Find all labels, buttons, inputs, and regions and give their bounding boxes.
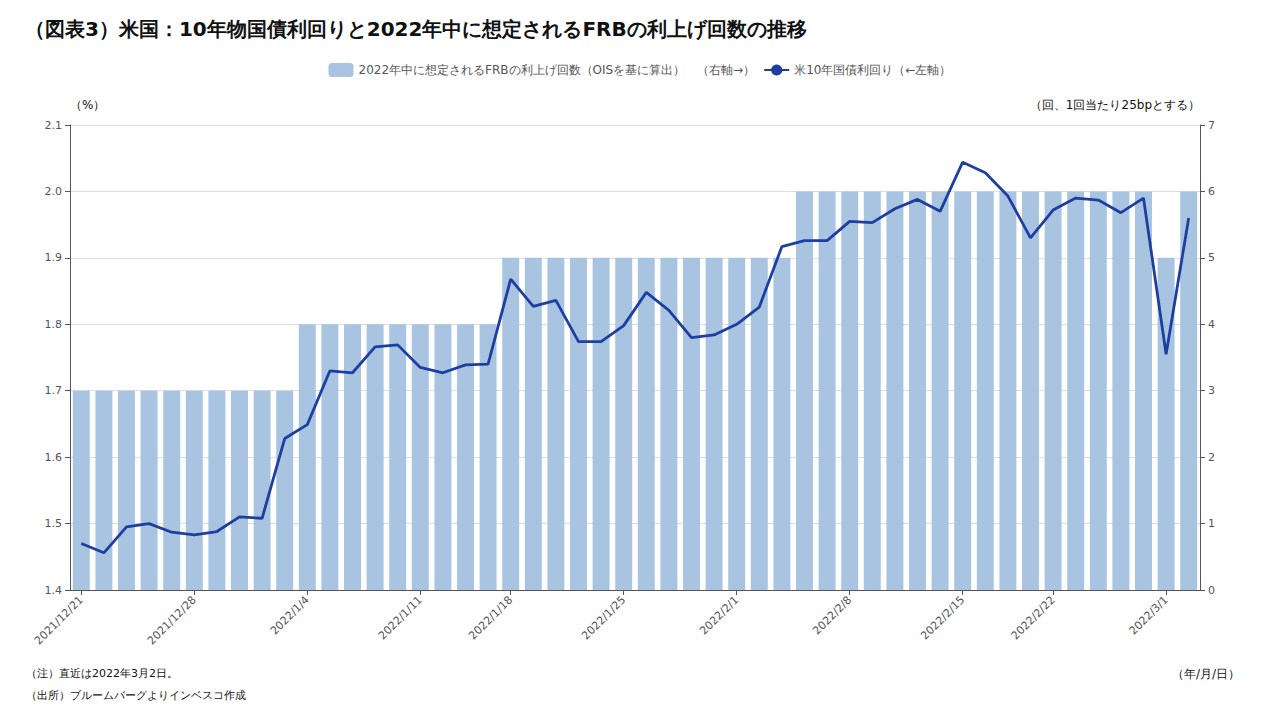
svg-text:2022/3/1: 2022/3/1 xyxy=(1127,593,1171,637)
svg-text:2022年中に想定されるFRBの利上げ回数（OISを基に算出: 2022年中に想定されるFRBの利上げ回数（OISを基に算出） （右軸→） xyxy=(359,63,756,77)
svg-text:1.8: 1.8 xyxy=(45,318,63,331)
svg-text:1.4: 1.4 xyxy=(45,584,63,597)
svg-text:（%）: （%） xyxy=(70,98,105,112)
svg-text:2: 2 xyxy=(1208,451,1215,464)
svg-text:2022/2/1: 2022/2/1 xyxy=(697,593,741,637)
svg-text:2022/2/15: 2022/2/15 xyxy=(918,593,967,642)
svg-text:2021/12/21: 2021/12/21 xyxy=(32,593,86,647)
svg-text:（年/月/日）: （年/月/日） xyxy=(1172,667,1240,681)
svg-text:2022/2/22: 2022/2/22 xyxy=(1009,593,1058,642)
svg-text:米10年国債利回り（←左軸）: 米10年国債利回り（←左軸） xyxy=(794,63,951,77)
svg-text:2.1: 2.1 xyxy=(45,119,63,132)
svg-text:1.7: 1.7 xyxy=(45,384,63,397)
svg-text:（回、1回当たり25bpとする）: （回、1回当たり25bpとする） xyxy=(1030,98,1200,112)
svg-text:2022/1/18: 2022/1/18 xyxy=(466,593,515,642)
svg-text:1.6: 1.6 xyxy=(45,451,63,464)
svg-text:2022/1/4: 2022/1/4 xyxy=(268,593,312,637)
svg-text:2022/1/11: 2022/1/11 xyxy=(376,593,425,642)
svg-text:（出所）ブルームバーグよりインベスコ作成: （出所）ブルームバーグよりインベスコ作成 xyxy=(26,689,246,702)
svg-text:1.5: 1.5 xyxy=(45,517,63,530)
svg-text:1: 1 xyxy=(1208,517,1215,530)
svg-text:7: 7 xyxy=(1208,119,1215,132)
svg-text:3: 3 xyxy=(1208,384,1215,397)
svg-text:4: 4 xyxy=(1208,318,1215,331)
svg-text:（図表3）米国：10年物国債利回りと2022年中に想定される: （図表3）米国：10年物国債利回りと2022年中に想定されるFRBの利上げ回数の… xyxy=(25,17,807,41)
svg-text:2.0: 2.0 xyxy=(45,185,63,198)
svg-text:（注）直近は2022年3月2日。: （注）直近は2022年3月2日。 xyxy=(26,667,178,680)
svg-text:5: 5 xyxy=(1208,251,1215,264)
svg-text:1.9: 1.9 xyxy=(45,251,63,264)
svg-text:2021/12/28: 2021/12/28 xyxy=(145,593,199,647)
svg-text:6: 6 xyxy=(1208,185,1215,198)
svg-text:2022/2/8: 2022/2/8 xyxy=(810,593,854,637)
svg-text:0: 0 xyxy=(1208,584,1215,597)
svg-text:2022/1/25: 2022/1/25 xyxy=(579,593,628,642)
